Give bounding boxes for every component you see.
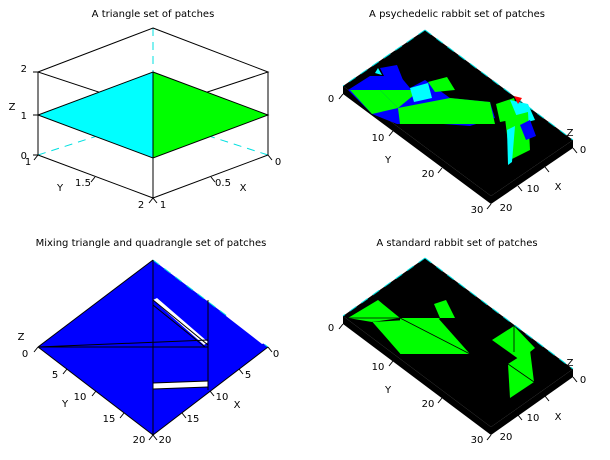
panel1-green-patch (153, 72, 268, 158)
panel2-green-patch-4 (428, 77, 455, 92)
panel3-x-label: X (234, 400, 241, 411)
panel1-bottom-right-edge (152, 154, 269, 199)
panel4-x-tick-2: 20 (500, 432, 513, 443)
panel2-cyan-patch-3 (510, 100, 535, 124)
panel3-left-tick-1: 5 (52, 370, 58, 381)
panel4-z-label: Z (567, 358, 574, 369)
panel2-green-patch-2 (380, 90, 420, 108)
panel4-x-tick-0: 0 (580, 375, 586, 386)
panel2-title: A psychedelic rabbit set of patches (369, 9, 545, 20)
panel3-white-sliver (226, 310, 268, 344)
panel3-left-ticks: 0 5 10 15 20 (22, 346, 154, 446)
panel3-left-tick-3: 15 (103, 414, 116, 425)
panel4-front-face (343, 316, 491, 435)
panel4-x-tick-1: 10 (527, 413, 540, 424)
panel4-x-ticks: 0 10 20 (500, 375, 587, 443)
panel1-x-tick-2: 0 (275, 157, 281, 168)
panel2-red-patch (514, 96, 522, 104)
panel4-title: A standard rabbit set of patches (376, 238, 537, 249)
panel4-y-ticks: 0 10 20 30 (328, 323, 492, 446)
panel1-z-tick-1: 1 (21, 111, 27, 122)
panel2-x-tick-1: 10 (527, 184, 540, 195)
panel3-z-label: Z (18, 332, 25, 343)
panel1-z-ticks: 0 1 2 (21, 64, 38, 162)
panel3-title: Mixing triangle and quadrangle set of pa… (36, 238, 267, 249)
panel2-x-label: X (555, 182, 562, 193)
panel4-green-patch-6 (508, 350, 534, 398)
panel3-right-tick-4: 20 (159, 435, 172, 446)
panel1-x-label: X (240, 183, 247, 194)
panel2-x-ticks: 0 10 20 (500, 145, 587, 214)
panel3-left-tick-2: 10 (74, 392, 87, 403)
panel3-right-tick-3: 15 (187, 414, 200, 425)
panel4-x-label: X (555, 412, 562, 423)
panel2-right-face (491, 140, 573, 204)
panel-standard-rabbit: A standard rabbit set of patches 0 10 20… (328, 238, 586, 446)
panel4-y-tick-0: 0 (328, 323, 334, 334)
panel2-back-edge (424, 29, 574, 141)
panel2-y-tick-1: 10 (372, 133, 385, 144)
panel1-z-label: Z (9, 102, 16, 113)
panel-mixing-patches: Mixing triangle and quadrangle set of pa… (18, 238, 280, 446)
panel3-left-tick-0: 0 (22, 349, 28, 360)
panel4-y-tick-2: 20 (422, 399, 435, 410)
panel1-x-tick-0: 1 (160, 200, 166, 211)
panel4-patch-edges (348, 317, 535, 383)
panel2-y-tick-0: 0 (328, 94, 334, 105)
panel4-back-edge-left (342, 257, 426, 317)
panel4-green-patch-3 (372, 318, 440, 354)
panel3-left-tick-4: 20 (133, 435, 146, 446)
panel1-z-tick-0: 0 (21, 151, 27, 162)
panel-triangle-patches: A triangle set of patches 0 1 2 Z 1 1.5 (9, 9, 282, 211)
panel4-green-patch-4 (434, 300, 455, 318)
panel4-green-patch-1 (348, 300, 400, 322)
panel3-y-label: Y (61, 399, 69, 410)
panel3-right-ticks: 0 5 10 15 20 (152, 346, 279, 446)
panel4-back-edge (424, 257, 574, 370)
panel1-y-tick-0: 1 (25, 157, 31, 168)
panel1-y-ticks: 1 1.5 2 (25, 154, 154, 211)
panel1-x-ticks: 1 0.5 0 (152, 154, 281, 211)
panel2-x-tick-2: 20 (500, 203, 513, 214)
panel2-cyan-patch-2 (410, 83, 432, 102)
panel2-y-tick-2: 20 (422, 169, 435, 180)
panel2-y-ticks: 0 10 20 30 (328, 93, 492, 216)
panel-psychedelic-rabbit: A psychedelic rabbit set of patches 0 10… (328, 9, 586, 216)
panel4-y-tick-3: 30 (471, 435, 484, 446)
panel2-cyan-patch-4 (507, 126, 515, 165)
panel1-y-label: Y (56, 183, 64, 194)
panel3-right-tick-0: 0 (273, 349, 279, 360)
panel3-right-tick-1: 5 (245, 370, 251, 381)
panel2-y-label: Y (384, 155, 392, 166)
panel1-bottom-left-edge (37, 154, 154, 199)
panel4-y-label: Y (384, 385, 392, 396)
panel1-x-tick-1: 0.5 (215, 178, 231, 189)
panel1-z-tick-2: 2 (21, 64, 27, 75)
panel4-right-face (491, 369, 573, 435)
panel2-blue-patch-3 (520, 120, 536, 140)
panel3-right-tick-2: 10 (216, 392, 229, 403)
panel1-y-tick-1: 1.5 (75, 178, 91, 189)
panel1-cyan-patch (38, 72, 153, 158)
panel1-title: A triangle set of patches (92, 9, 215, 20)
panel2-y-tick-3: 30 (471, 205, 484, 216)
panel2-back-edge-left (342, 29, 426, 87)
panel4-y-tick-1: 10 (372, 362, 385, 373)
panel2-cyan-patch-1 (375, 68, 382, 75)
panel2-green-patch-3 (398, 98, 495, 124)
panel4-green-patch-5 (492, 326, 535, 360)
panel2-x-tick-0: 0 (580, 145, 586, 156)
panel3-back-edge (152, 259, 269, 348)
panel1-y-tick-2: 2 (138, 200, 144, 211)
panel2-z-label: Z (567, 128, 574, 139)
